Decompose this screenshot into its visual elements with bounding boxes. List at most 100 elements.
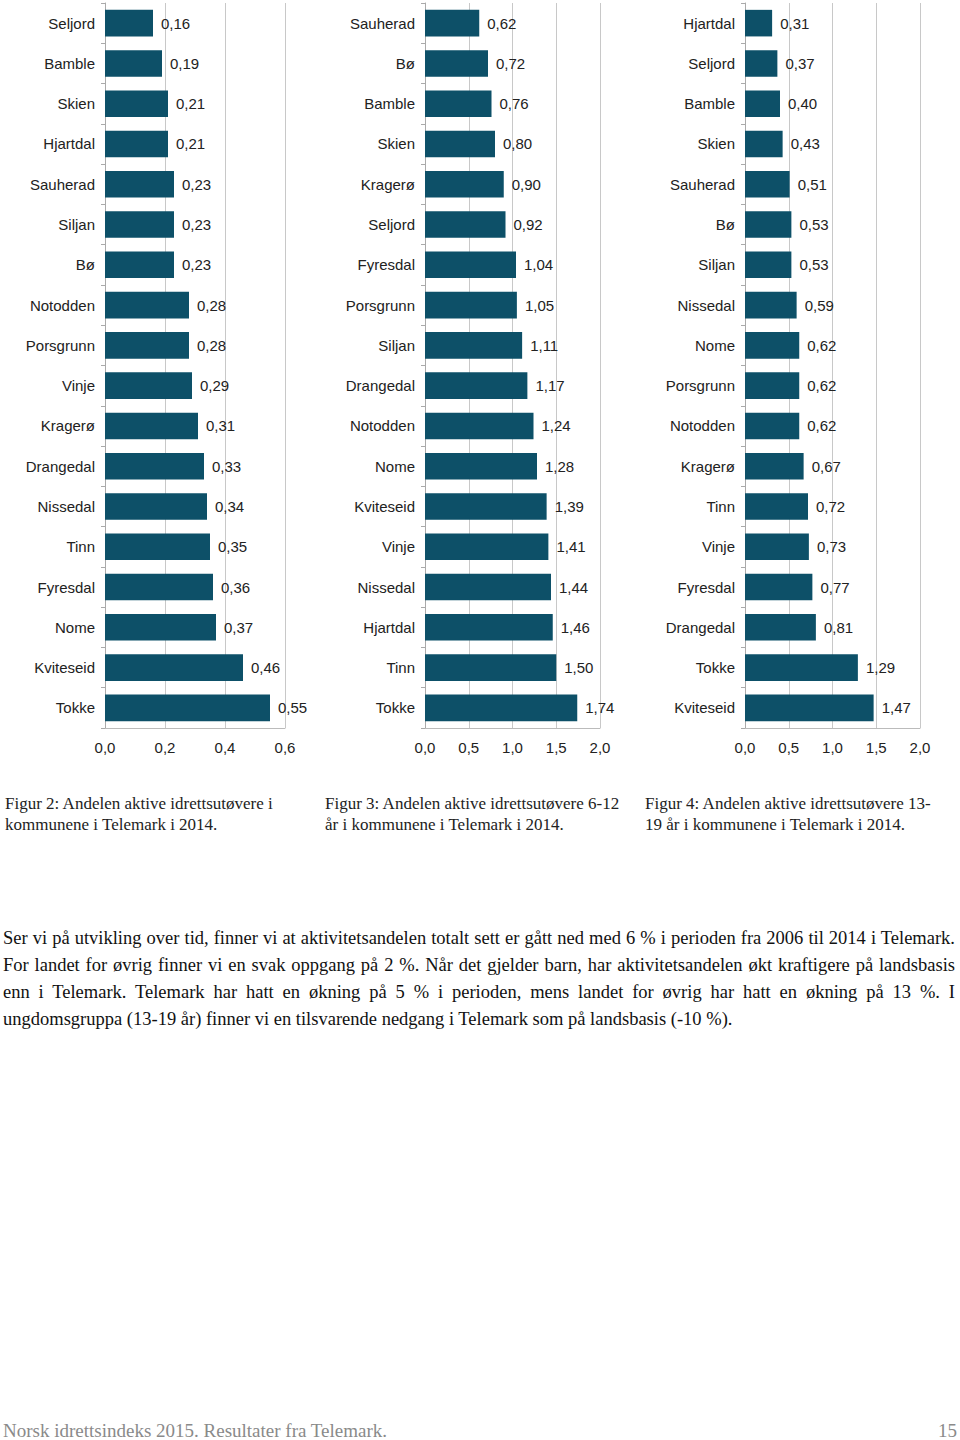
svg-text:Vinje: Vinje xyxy=(702,538,735,555)
svg-text:Hjartdal: Hjartdal xyxy=(363,619,415,636)
svg-text:0,23: 0,23 xyxy=(182,216,211,233)
svg-text:Fyresdal: Fyresdal xyxy=(677,579,735,596)
svg-text:1,46: 1,46 xyxy=(561,619,590,636)
svg-text:0,28: 0,28 xyxy=(197,337,226,354)
svg-text:0,67: 0,67 xyxy=(812,458,841,475)
svg-text:0,72: 0,72 xyxy=(496,55,525,72)
svg-text:0,0: 0,0 xyxy=(735,739,756,756)
svg-text:1,0: 1,0 xyxy=(822,739,843,756)
svg-text:1,47: 1,47 xyxy=(882,699,911,716)
svg-text:0,37: 0,37 xyxy=(224,619,253,636)
svg-text:0,62: 0,62 xyxy=(807,337,836,354)
svg-text:0,5: 0,5 xyxy=(778,739,799,756)
svg-text:Porsgrunn: Porsgrunn xyxy=(346,297,415,314)
svg-text:0,33: 0,33 xyxy=(212,458,241,475)
svg-text:0,92: 0,92 xyxy=(514,216,543,233)
svg-text:Siljan: Siljan xyxy=(698,256,735,273)
svg-text:Tokke: Tokke xyxy=(696,659,735,676)
svg-text:Vinje: Vinje xyxy=(382,538,415,555)
svg-text:1,44: 1,44 xyxy=(559,579,588,596)
svg-text:0,81: 0,81 xyxy=(824,619,853,636)
svg-text:0,55: 0,55 xyxy=(278,699,307,716)
svg-text:2,0: 2,0 xyxy=(910,739,931,756)
svg-text:0,34: 0,34 xyxy=(215,498,244,515)
svg-text:1,0: 1,0 xyxy=(502,739,523,756)
svg-text:Fyresdal: Fyresdal xyxy=(357,256,415,273)
svg-text:Seljord: Seljord xyxy=(688,55,735,72)
svg-text:Nissedal: Nissedal xyxy=(677,297,735,314)
svg-text:0,59: 0,59 xyxy=(805,297,834,314)
svg-text:Bø: Bø xyxy=(716,216,735,233)
svg-text:Kviteseid: Kviteseid xyxy=(34,659,95,676)
svg-text:Porsgrunn: Porsgrunn xyxy=(26,337,95,354)
svg-text:0,35: 0,35 xyxy=(218,538,247,555)
svg-text:Bamble: Bamble xyxy=(364,95,415,112)
svg-text:Nissedal: Nissedal xyxy=(357,579,415,596)
svg-text:Siljan: Siljan xyxy=(58,216,95,233)
svg-text:0,31: 0,31 xyxy=(206,417,235,434)
svg-text:1,24: 1,24 xyxy=(542,417,571,434)
svg-text:0,5: 0,5 xyxy=(458,739,479,756)
svg-text:0,23: 0,23 xyxy=(182,176,211,193)
svg-text:Notodden: Notodden xyxy=(350,417,415,434)
svg-text:0,90: 0,90 xyxy=(512,176,541,193)
svg-text:Bamble: Bamble xyxy=(44,55,95,72)
svg-text:0,29: 0,29 xyxy=(200,377,229,394)
svg-text:Hjartdal: Hjartdal xyxy=(683,15,735,32)
svg-text:0,62: 0,62 xyxy=(807,417,836,434)
svg-text:1,5: 1,5 xyxy=(866,739,887,756)
svg-text:0,62: 0,62 xyxy=(487,15,516,32)
svg-text:Porsgrunn: Porsgrunn xyxy=(666,377,735,394)
svg-text:Tokke: Tokke xyxy=(376,699,415,716)
svg-text:Tinn: Tinn xyxy=(386,659,415,676)
svg-text:1,5: 1,5 xyxy=(546,739,567,756)
svg-text:0,72: 0,72 xyxy=(816,498,845,515)
svg-text:0,23: 0,23 xyxy=(182,256,211,273)
svg-text:Hjartdal: Hjartdal xyxy=(43,135,95,152)
svg-text:1,17: 1,17 xyxy=(535,377,564,394)
svg-text:Drangedal: Drangedal xyxy=(666,619,735,636)
svg-text:1,74: 1,74 xyxy=(585,699,614,716)
svg-text:0,53: 0,53 xyxy=(799,256,828,273)
svg-text:Notodden: Notodden xyxy=(670,417,735,434)
svg-text:0,51: 0,51 xyxy=(798,176,827,193)
svg-text:1,39: 1,39 xyxy=(555,498,584,515)
svg-text:0,76: 0,76 xyxy=(500,95,529,112)
svg-text:Notodden: Notodden xyxy=(30,297,95,314)
svg-text:Drangedal: Drangedal xyxy=(346,377,415,394)
svg-text:Bamble: Bamble xyxy=(684,95,735,112)
svg-text:0,21: 0,21 xyxy=(176,95,205,112)
svg-text:Vinje: Vinje xyxy=(62,377,95,394)
svg-text:2,0: 2,0 xyxy=(590,739,611,756)
svg-text:0,21: 0,21 xyxy=(176,135,205,152)
svg-text:0,53: 0,53 xyxy=(799,216,828,233)
svg-text:0,46: 0,46 xyxy=(251,659,280,676)
svg-text:1,41: 1,41 xyxy=(556,538,585,555)
svg-text:1,11: 1,11 xyxy=(530,337,558,354)
svg-text:0,4: 0,4 xyxy=(215,739,236,756)
svg-text:0,31: 0,31 xyxy=(780,15,809,32)
svg-text:1,04: 1,04 xyxy=(524,256,553,273)
svg-text:Kragerø: Kragerø xyxy=(41,417,95,434)
svg-text:Nome: Nome xyxy=(375,458,415,475)
svg-text:Sauherad: Sauherad xyxy=(350,15,415,32)
svg-text:Kragerø: Kragerø xyxy=(361,176,415,193)
svg-text:Sauherad: Sauherad xyxy=(670,176,735,193)
svg-text:Sauherad: Sauherad xyxy=(30,176,95,193)
svg-text:0,28: 0,28 xyxy=(197,297,226,314)
svg-text:Seljord: Seljord xyxy=(368,216,415,233)
svg-text:1,29: 1,29 xyxy=(866,659,895,676)
svg-text:Kviteseid: Kviteseid xyxy=(674,699,735,716)
svg-text:0,6: 0,6 xyxy=(275,739,296,756)
svg-text:Siljan: Siljan xyxy=(378,337,415,354)
svg-text:Nissedal: Nissedal xyxy=(37,498,95,515)
svg-text:Tinn: Tinn xyxy=(706,498,735,515)
svg-text:0,2: 0,2 xyxy=(155,739,176,756)
svg-text:Tokke: Tokke xyxy=(56,699,95,716)
svg-text:Drangedal: Drangedal xyxy=(26,458,95,475)
svg-text:1,05: 1,05 xyxy=(525,297,554,314)
svg-text:Kviteseid: Kviteseid xyxy=(354,498,415,515)
svg-text:Fyresdal: Fyresdal xyxy=(37,579,95,596)
svg-text:Skien: Skien xyxy=(57,95,95,112)
svg-text:0,77: 0,77 xyxy=(820,579,849,596)
